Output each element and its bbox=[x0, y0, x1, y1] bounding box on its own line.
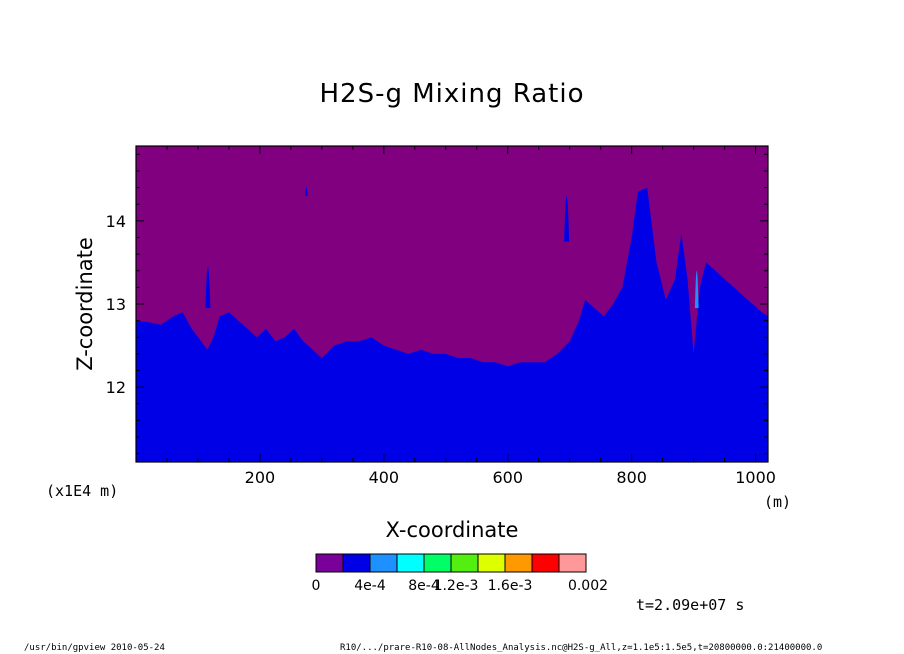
x-tick-label: 800 bbox=[616, 468, 647, 487]
chart-title: H2S-g Mixing Ratio bbox=[319, 79, 584, 109]
colorbar-swatch bbox=[369, 553, 398, 573]
footer-program: /usr/bin/gpview 2010-05-24 bbox=[24, 643, 165, 653]
x-tick-label: 200 bbox=[245, 468, 276, 487]
x-axis: 200 400 600 800 1000 bbox=[166, 146, 776, 487]
colorbar-labels: 0 4e-4 8e-41.2e-3 1.6e-3 0.002 bbox=[312, 578, 609, 594]
plume-spike-1 bbox=[205, 266, 211, 309]
y-tick-label: 13 bbox=[106, 295, 126, 314]
colorbar-swatch bbox=[558, 553, 587, 573]
colorbar-swatch bbox=[531, 553, 560, 573]
colorbar-label: 1.2e-3 bbox=[434, 578, 479, 594]
x-tick-label: 400 bbox=[369, 468, 400, 487]
colorbar-swatch bbox=[504, 553, 533, 573]
plume-spike-2 bbox=[564, 195, 570, 242]
y-tick-label: 12 bbox=[106, 378, 126, 397]
colorbar-swatch bbox=[423, 553, 452, 573]
x-tick-label: 1000 bbox=[735, 468, 776, 487]
plume-light-blue bbox=[694, 270, 699, 309]
y-axis-title: Z-coordinate bbox=[73, 237, 97, 371]
colorbar-label: 4e-4 bbox=[354, 578, 386, 594]
colorbar-swatch bbox=[342, 553, 371, 573]
x-axis-title: X-coordinate bbox=[386, 518, 519, 542]
plot-area bbox=[135, 145, 769, 463]
colorbar-swatch bbox=[477, 553, 506, 573]
colorbar-swatch bbox=[450, 553, 479, 573]
footer-source: R10/.../prare-R10-08-AllNodes_Analysis.n… bbox=[340, 643, 822, 653]
x-unit-label: (m) bbox=[764, 493, 791, 511]
x-multiplier-label: (x1E4 m) bbox=[46, 482, 118, 500]
colorbar-swatch bbox=[315, 553, 344, 573]
plume-spike-3 bbox=[305, 187, 308, 196]
colorbar-label: 0 bbox=[312, 578, 321, 594]
lower-region bbox=[136, 187, 768, 462]
y-tick-label: 14 bbox=[106, 212, 126, 231]
x-tick-label: 600 bbox=[492, 468, 523, 487]
colorbar bbox=[315, 553, 587, 573]
time-label: t=2.09e+07 s bbox=[636, 596, 744, 614]
colorbar-label: 1.6e-3 bbox=[488, 578, 533, 594]
y-axis: 12 13 14 bbox=[106, 153, 768, 455]
colorbar-swatch bbox=[396, 553, 425, 573]
colorbar-label: 8e-4 bbox=[408, 578, 440, 594]
colorbar-label: 0.002 bbox=[568, 578, 608, 594]
